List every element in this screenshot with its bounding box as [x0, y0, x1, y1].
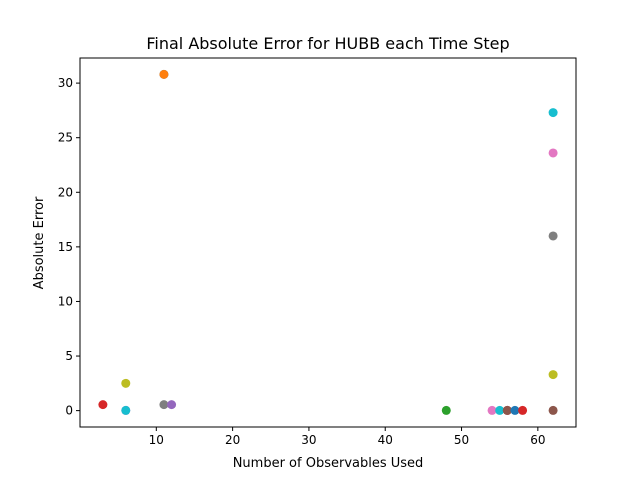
x-tick-label: 20: [225, 433, 240, 447]
y-tick-label: 0: [65, 404, 73, 418]
x-tick-label: 10: [149, 433, 164, 447]
y-tick-label: 25: [58, 131, 73, 145]
axis-ticks: 10 20 30 40 50 60 0 5 10 15 20 25 30: [58, 76, 546, 447]
y-tick-label: 30: [58, 76, 73, 90]
data-point: [121, 378, 131, 388]
data-point: [548, 370, 558, 380]
data-point: [159, 400, 169, 410]
data-point: [548, 108, 558, 118]
x-tick-label: 40: [378, 433, 393, 447]
data-point: [548, 405, 558, 415]
data-point: [167, 400, 177, 410]
y-tick-label: 15: [58, 240, 73, 254]
data-point: [548, 148, 558, 158]
y-tick-label: 10: [58, 294, 73, 308]
x-tick-label: 50: [454, 433, 469, 447]
y-tick-label: 5: [65, 349, 73, 363]
x-axis-label: Number of Observables Used: [233, 456, 424, 471]
y-axis-label: Absolute Error: [32, 196, 47, 289]
data-point: [98, 400, 108, 410]
data-point: [495, 405, 505, 415]
data-points: [98, 69, 558, 415]
data-point: [518, 405, 528, 415]
data-point: [510, 405, 520, 415]
y-tick-label: 20: [58, 185, 73, 199]
data-point: [502, 405, 512, 415]
data-point: [487, 405, 497, 415]
plot-frame: [79, 57, 577, 428]
data-point: [121, 405, 131, 415]
data-point: [548, 231, 558, 241]
x-tick-label: 30: [301, 433, 316, 447]
x-tick-label: 60: [530, 433, 545, 447]
data-point: [159, 69, 169, 79]
data-point: [441, 405, 451, 415]
chart-title: Final Absolute Error for HUBB each Time …: [146, 34, 509, 53]
